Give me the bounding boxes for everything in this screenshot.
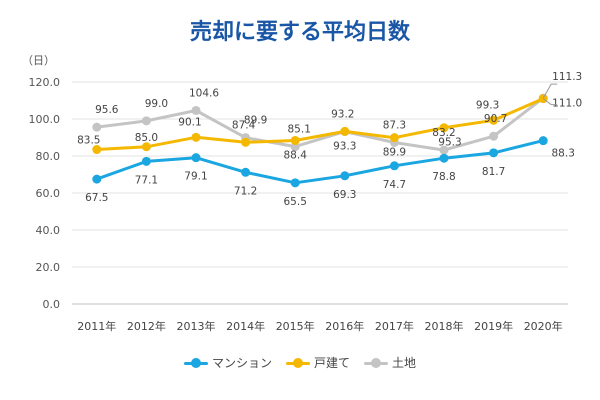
data-point[interactable]	[389, 161, 399, 171]
series-line	[95, 96, 545, 152]
x-tick-label: 2017年	[375, 319, 414, 333]
leader-line	[542, 83, 558, 99]
data-point[interactable]	[489, 148, 499, 158]
data-point[interactable]	[92, 145, 102, 155]
y-tick-label: 0.0	[43, 298, 61, 311]
data-label: 89.9	[383, 147, 406, 159]
x-tick-label: 2011年	[77, 319, 116, 333]
legend-item-detached-house[interactable]: 戸建て	[285, 354, 350, 371]
leader-line	[542, 98, 558, 106]
data-label: 87.3	[383, 119, 406, 131]
data-label: 77.1	[135, 174, 158, 186]
data-label: 111.3	[552, 71, 582, 83]
chart-title: 売却に要する平均日数	[189, 20, 410, 45]
data-point[interactable]	[191, 132, 201, 142]
data-point[interactable]	[191, 153, 201, 163]
data-label: 87.4	[232, 119, 256, 131]
data-label: 111.0	[552, 98, 582, 110]
data-point[interactable]	[92, 174, 102, 184]
data-label: 78.8	[432, 171, 455, 183]
data-label: 95.6	[95, 104, 119, 116]
data-label: 90.1	[178, 116, 201, 128]
data-label: 83.2	[432, 127, 455, 139]
data-point[interactable]	[241, 167, 251, 177]
data-label: 88.3	[552, 148, 575, 160]
data-point[interactable]	[489, 115, 499, 125]
legend-item-mansion[interactable]: マンション	[183, 354, 272, 371]
data-label: 89.9	[244, 115, 267, 127]
y-tick-label: 20.0	[36, 261, 61, 274]
legend-swatch-land-icon	[364, 357, 388, 369]
data-label: 85.1	[288, 124, 311, 136]
data-label: 104.6	[189, 87, 219, 99]
data-label: 65.5	[284, 196, 307, 208]
y-tick-label: 40.0	[36, 224, 61, 237]
legend-item-land[interactable]: 土地	[364, 354, 416, 371]
data-label: 99.3	[476, 99, 499, 111]
legend-label-land: 土地	[392, 356, 417, 370]
data-point[interactable]	[141, 156, 151, 166]
data-label: 88.4	[284, 149, 308, 161]
data-point[interactable]	[241, 137, 251, 147]
legend-label-mansion: マンション	[211, 356, 272, 370]
data-point[interactable]	[290, 135, 300, 145]
data-point[interactable]	[191, 105, 201, 115]
y-axis-unit-label: （日）	[22, 54, 55, 67]
x-tick-label: 2019年	[474, 319, 513, 333]
data-label: 81.7	[482, 166, 505, 178]
data-point[interactable]	[489, 131, 499, 141]
data-point[interactable]	[340, 126, 350, 136]
data-point[interactable]	[340, 171, 350, 181]
data-label: 93.3	[333, 140, 356, 152]
x-tick-label: 2012年	[127, 319, 166, 333]
series-line	[95, 97, 545, 151]
y-tick-label: 100.0	[29, 113, 61, 126]
data-point[interactable]	[538, 136, 548, 146]
x-tick-label: 2020年	[524, 319, 563, 333]
x-tick-label: 2015年	[276, 319, 315, 333]
data-point[interactable]	[439, 153, 449, 163]
x-tick-label: 2014年	[226, 319, 265, 333]
data-label: 85.0	[135, 132, 158, 144]
data-label: 69.3	[333, 189, 356, 201]
x-tick-label: 2016年	[325, 319, 364, 333]
data-label: 71.2	[234, 185, 257, 197]
data-label: 74.7	[383, 179, 406, 191]
data-label: 99.0	[145, 98, 168, 110]
data-label: 95.3	[438, 137, 461, 149]
series-line	[95, 139, 545, 185]
y-tick-label: 80.0	[36, 150, 61, 163]
data-label: 79.1	[184, 171, 207, 183]
y-tick-label: 120.0	[29, 76, 61, 89]
x-tick-label: 2018年	[425, 319, 464, 333]
data-point[interactable]	[290, 178, 300, 188]
legend-swatch-mansion-icon	[183, 357, 208, 369]
data-label: 93.2	[331, 109, 354, 121]
data-point[interactable]	[141, 116, 151, 126]
data-point[interactable]	[389, 133, 399, 143]
data-label: 83.5	[77, 135, 100, 147]
data-point[interactable]	[439, 145, 449, 155]
legend: マンション 戸建て 土地	[0, 354, 600, 371]
data-label: 90.7	[484, 113, 507, 125]
data-point[interactable]	[141, 142, 151, 152]
legend-swatch-detached-house-icon	[285, 357, 310, 369]
data-label: 67.5	[85, 192, 108, 204]
y-tick-label: 60.0	[36, 187, 61, 200]
data-point[interactable]	[92, 122, 102, 132]
legend-label-detached-house: 戸建て	[313, 356, 350, 370]
x-tick-label: 2013年	[177, 319, 216, 333]
data-point[interactable]	[439, 123, 449, 133]
